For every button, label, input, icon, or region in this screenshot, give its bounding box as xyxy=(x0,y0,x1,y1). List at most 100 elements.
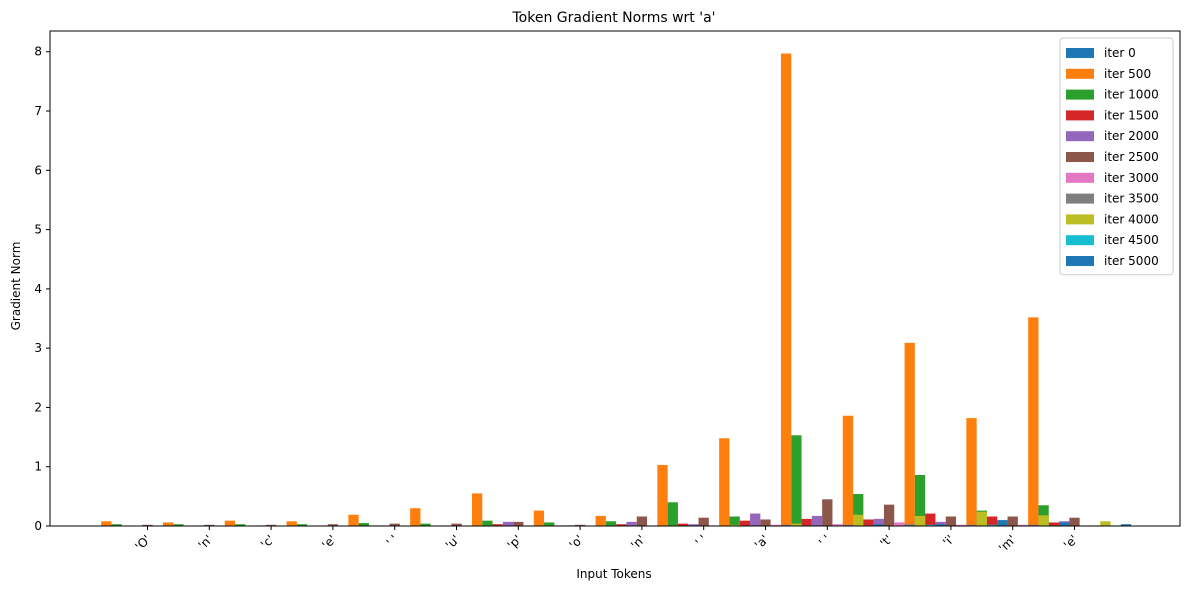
bar xyxy=(842,524,854,526)
x-axis-label: Input Tokens xyxy=(576,567,651,581)
bar xyxy=(173,524,184,526)
y-tick-label: 3 xyxy=(34,341,42,355)
bar xyxy=(162,522,174,526)
x-tick-label: 'o' xyxy=(566,532,586,552)
bar xyxy=(976,511,987,526)
x-tick-label: 'e' xyxy=(1061,532,1081,552)
y-tick-label: 0 xyxy=(34,519,42,533)
bar xyxy=(966,524,977,526)
legend: iter 0 iter 500 iter 1000 iter 1500 iter 200… xyxy=(1059,37,1174,276)
bar xyxy=(729,516,740,526)
legend-label: iter 4500 xyxy=(1104,233,1159,247)
bar xyxy=(677,523,689,526)
bar xyxy=(945,516,957,526)
legend-label: iter 5000 xyxy=(1104,254,1159,268)
bar xyxy=(513,521,524,526)
bar xyxy=(832,524,843,526)
y-tick-label: 5 xyxy=(34,223,42,237)
bar xyxy=(358,523,369,526)
bar xyxy=(873,518,884,526)
x-tick-label: ' ' xyxy=(693,532,710,549)
bar xyxy=(204,524,215,526)
bar xyxy=(616,524,627,526)
bar xyxy=(914,515,926,526)
legend-swatch xyxy=(1066,110,1094,121)
x-tick-label: 'c' xyxy=(258,532,277,551)
bar xyxy=(822,499,833,526)
bar xyxy=(853,493,864,526)
bar xyxy=(482,520,493,526)
bar xyxy=(142,524,153,526)
bar xyxy=(1038,515,1049,526)
y-tick-label: 6 xyxy=(34,163,42,177)
y-tick-label: 8 xyxy=(34,45,42,59)
bar xyxy=(873,524,884,526)
bar xyxy=(265,524,277,526)
bar xyxy=(636,516,648,526)
bar xyxy=(760,519,771,526)
bar xyxy=(1048,522,1060,526)
bar xyxy=(894,522,905,526)
bar xyxy=(420,523,431,526)
legend-swatch xyxy=(1066,193,1094,204)
bar xyxy=(595,515,606,526)
bar xyxy=(1069,517,1080,526)
legend-swatch xyxy=(1066,214,1094,225)
bar xyxy=(101,521,112,526)
bar xyxy=(471,493,483,526)
bar xyxy=(224,520,236,526)
bar xyxy=(956,524,967,526)
bar xyxy=(327,524,339,526)
bars-layer xyxy=(101,53,1132,526)
bar xyxy=(492,524,503,526)
bar xyxy=(997,520,1008,526)
bar xyxy=(780,524,792,526)
x-tick-label: 'n' xyxy=(195,532,215,552)
bar xyxy=(1059,522,1070,526)
bar xyxy=(719,438,730,526)
bar xyxy=(801,518,812,526)
legend-label: iter 4000 xyxy=(1104,212,1159,226)
bar xyxy=(853,514,864,526)
bar xyxy=(791,435,802,526)
bar xyxy=(574,524,586,526)
bar xyxy=(904,342,915,526)
legend-label: iter 1000 xyxy=(1104,88,1159,102)
x-tick-label: 'p' xyxy=(504,532,524,552)
bar xyxy=(1028,317,1039,526)
bar xyxy=(780,53,792,526)
bar xyxy=(1028,524,1039,526)
bar xyxy=(935,521,946,526)
bar xyxy=(986,524,998,526)
y-tick-label: 4 xyxy=(34,282,42,296)
legend-swatch xyxy=(1066,256,1094,266)
legend-label: iter 3000 xyxy=(1104,171,1159,185)
bar xyxy=(863,519,874,526)
bar xyxy=(770,524,781,526)
chart-title: Token Gradient Norms wrt 'a' xyxy=(511,10,715,26)
bar xyxy=(688,524,699,526)
legend-swatch xyxy=(1066,235,1094,246)
legend-swatch xyxy=(1066,131,1094,142)
x-tick-label: 'u' xyxy=(443,532,463,552)
legend-swatch xyxy=(1066,152,1094,162)
x-tick-label: 'O' xyxy=(132,532,153,553)
bar xyxy=(986,516,998,526)
bar xyxy=(883,504,895,526)
legend-label: iter 2500 xyxy=(1104,150,1159,164)
bar xyxy=(502,521,514,526)
y-tick-label: 2 xyxy=(34,400,42,414)
bar xyxy=(235,524,246,526)
bar xyxy=(1120,524,1132,526)
bar xyxy=(657,464,668,526)
x-tick-label: 't' xyxy=(877,532,895,550)
x-tick-label: 'e' xyxy=(319,532,339,552)
legend-swatch xyxy=(1066,172,1094,183)
bar xyxy=(389,523,400,526)
bar xyxy=(111,524,122,526)
legend-swatch xyxy=(1066,68,1094,79)
x-tick-label: ' ' xyxy=(384,532,401,549)
bar xyxy=(904,524,915,526)
bar xyxy=(739,520,751,526)
